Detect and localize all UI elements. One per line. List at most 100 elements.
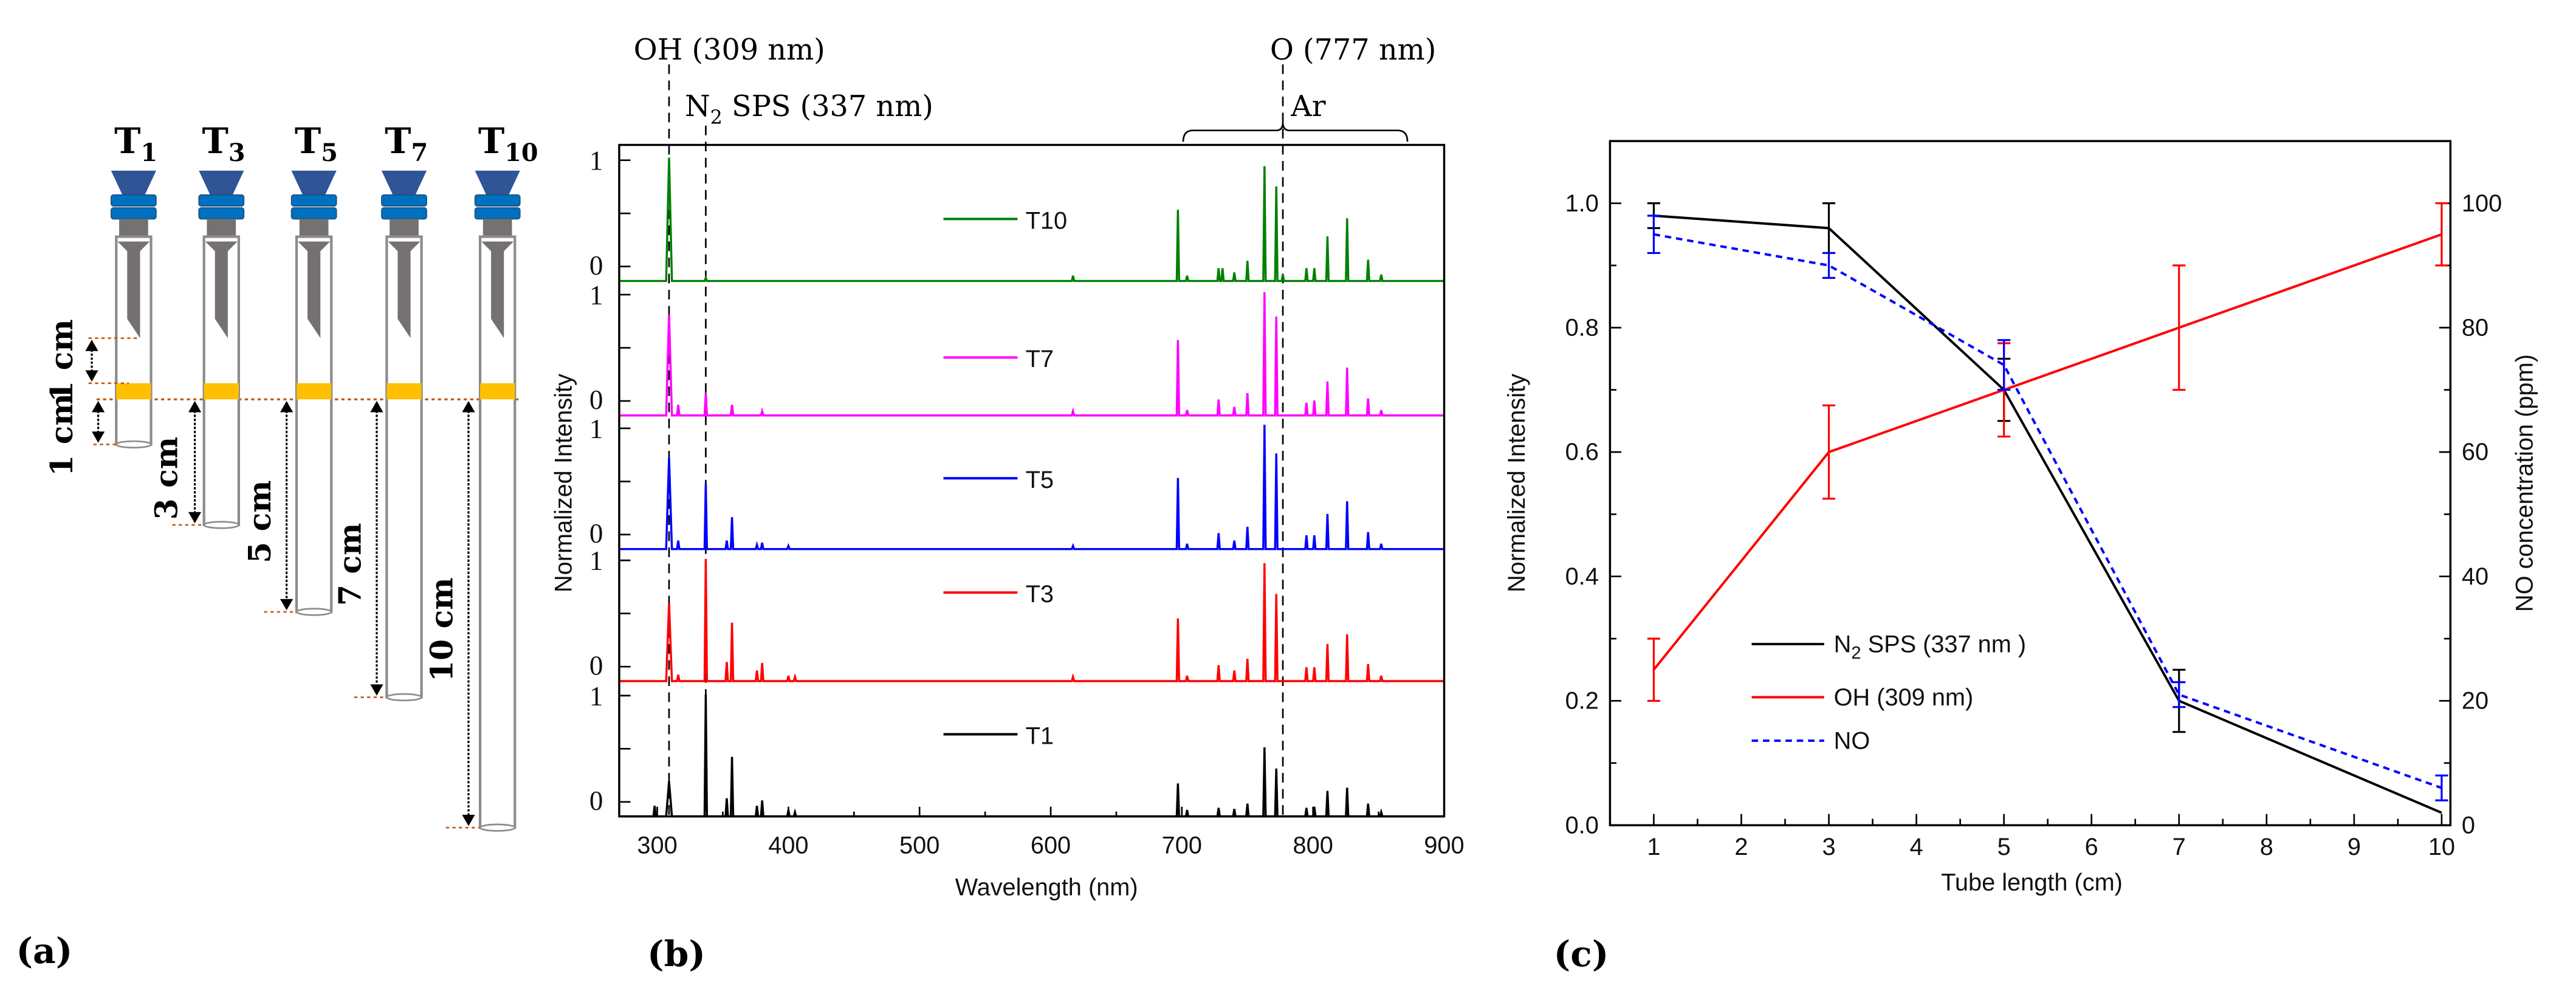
ytick-label: 1 bbox=[589, 681, 603, 711]
annotation-n2-sub: 2 bbox=[710, 106, 723, 129]
xtick-label: 8 bbox=[2260, 834, 2273, 860]
legend-label-main: N bbox=[1834, 631, 1852, 657]
annotation-n2-main: N bbox=[685, 90, 710, 123]
xtick-label: 10 bbox=[2428, 834, 2455, 860]
annotation-o: O (777 nm) bbox=[1270, 33, 1437, 67]
series-line-0 bbox=[1654, 214, 2442, 814]
dimension-arrow-upper-head bbox=[85, 340, 98, 351]
xtick-label: 4 bbox=[1910, 834, 1923, 860]
electrode bbox=[388, 241, 421, 338]
spectrum-T5 bbox=[619, 425, 1444, 550]
legend-label-T5: T5 bbox=[1026, 467, 1054, 493]
dimension-arrow-t10-head bbox=[462, 400, 475, 413]
tube-5: T5 bbox=[290, 120, 338, 616]
dimension-arrow-t7-head bbox=[370, 684, 383, 696]
annotation-ar: Ar bbox=[1290, 90, 1325, 123]
y2tick-label: 40 bbox=[2462, 563, 2488, 590]
electrode bbox=[205, 241, 238, 338]
tube-3: T3 bbox=[198, 120, 246, 529]
ground-band bbox=[204, 383, 239, 400]
ring bbox=[111, 194, 157, 207]
xtick-label: 300 bbox=[637, 832, 677, 859]
legend-label-2: NO bbox=[1834, 727, 1870, 754]
neck bbox=[390, 219, 419, 237]
y-axis-title: Normalized Intensity bbox=[1503, 374, 1530, 592]
y2tick-label: 20 bbox=[2462, 688, 2488, 715]
panel-label-a: (a) bbox=[16, 930, 72, 972]
funnel-icon bbox=[381, 170, 427, 195]
label-t1: 1 cm bbox=[44, 393, 80, 476]
ytick-label: 0.0 bbox=[1565, 812, 1599, 838]
dimension-arrow-t3-head bbox=[188, 512, 202, 524]
series-line-1 bbox=[1652, 233, 2442, 671]
tube-opening bbox=[479, 823, 516, 832]
tube-1: T1 bbox=[111, 120, 157, 449]
xtick-label: 3 bbox=[1822, 834, 1835, 860]
tube-opening bbox=[203, 521, 240, 529]
tube-label: T7 bbox=[385, 120, 428, 167]
ar-bracket bbox=[1182, 122, 1409, 142]
tube-label-main: T bbox=[478, 120, 504, 162]
ring bbox=[381, 207, 427, 220]
spectrum-T3 bbox=[619, 558, 1444, 682]
tube-label-sub: 7 bbox=[411, 139, 428, 167]
dimension-arrow-t7-head bbox=[370, 400, 383, 413]
ground-band bbox=[116, 383, 151, 400]
label-t7: 7 cm bbox=[332, 523, 368, 606]
dimension-arrow-t1-head bbox=[92, 431, 105, 443]
xtick-label: 700 bbox=[1162, 832, 1202, 859]
ytick-label: 0 bbox=[589, 385, 603, 415]
ground-band bbox=[480, 383, 515, 400]
ring bbox=[290, 207, 337, 220]
ytick-label: 0 bbox=[589, 786, 603, 816]
tube-label-sub: 1 bbox=[140, 139, 157, 167]
funnel-icon bbox=[111, 170, 156, 195]
ytick-label: 0.6 bbox=[1565, 439, 1599, 465]
spectrum-T1 bbox=[619, 694, 1444, 818]
tube-label-main: T bbox=[114, 120, 140, 162]
label-upper-gap: 1 cm bbox=[44, 319, 80, 402]
legend-label-sub: 2 bbox=[1851, 643, 1861, 663]
tube-label-main: T bbox=[295, 120, 321, 162]
series-line-2 bbox=[1654, 233, 2442, 789]
xtick-label: 7 bbox=[2172, 834, 2186, 860]
legend-label-T10: T10 bbox=[1026, 207, 1067, 234]
legend-label-1: OH (309 nm) bbox=[1834, 684, 1974, 711]
dimension-arrow-t5-head bbox=[280, 400, 294, 413]
neck bbox=[299, 219, 329, 237]
y2-axis-title: NO concentration (ppm) bbox=[2511, 354, 2538, 612]
tube-label: T3 bbox=[202, 120, 245, 167]
ytick-label: 0.2 bbox=[1565, 688, 1599, 715]
ytick-label: 1.0 bbox=[1565, 190, 1599, 217]
ring bbox=[198, 207, 245, 220]
tube-7: T7 bbox=[381, 120, 428, 702]
dimension-arrow-t5-head bbox=[280, 598, 294, 611]
funnel-icon bbox=[291, 170, 337, 195]
ytick-label: 1 bbox=[589, 146, 603, 176]
electrode bbox=[117, 241, 150, 338]
xtick-label: 500 bbox=[899, 832, 939, 859]
ring bbox=[381, 194, 427, 207]
annotation-oh: OH (309 nm) bbox=[634, 33, 825, 67]
ytick-label: 0 bbox=[589, 250, 603, 281]
ytick-label: 0 bbox=[589, 518, 603, 549]
tube-label: T10 bbox=[478, 120, 538, 167]
label-t5: 5 cm bbox=[242, 480, 278, 563]
neck bbox=[483, 219, 512, 237]
y2tick-label: 80 bbox=[2462, 315, 2488, 341]
tube-label-sub: 5 bbox=[321, 139, 338, 167]
plot-frame bbox=[1609, 140, 2452, 826]
panel-label-c: (c) bbox=[1554, 933, 1609, 975]
tube-opening bbox=[386, 693, 422, 702]
ytick-label: 1 bbox=[589, 414, 603, 444]
ytick-label: 0 bbox=[589, 650, 603, 681]
dimension-arrow-upper-head bbox=[85, 370, 98, 382]
label-t10: 10 cm bbox=[424, 577, 459, 681]
ground-band bbox=[297, 383, 332, 400]
y2tick-label: 60 bbox=[2462, 439, 2488, 465]
ytick-label: 1 bbox=[589, 280, 603, 310]
panel-label-b: (b) bbox=[647, 933, 706, 975]
